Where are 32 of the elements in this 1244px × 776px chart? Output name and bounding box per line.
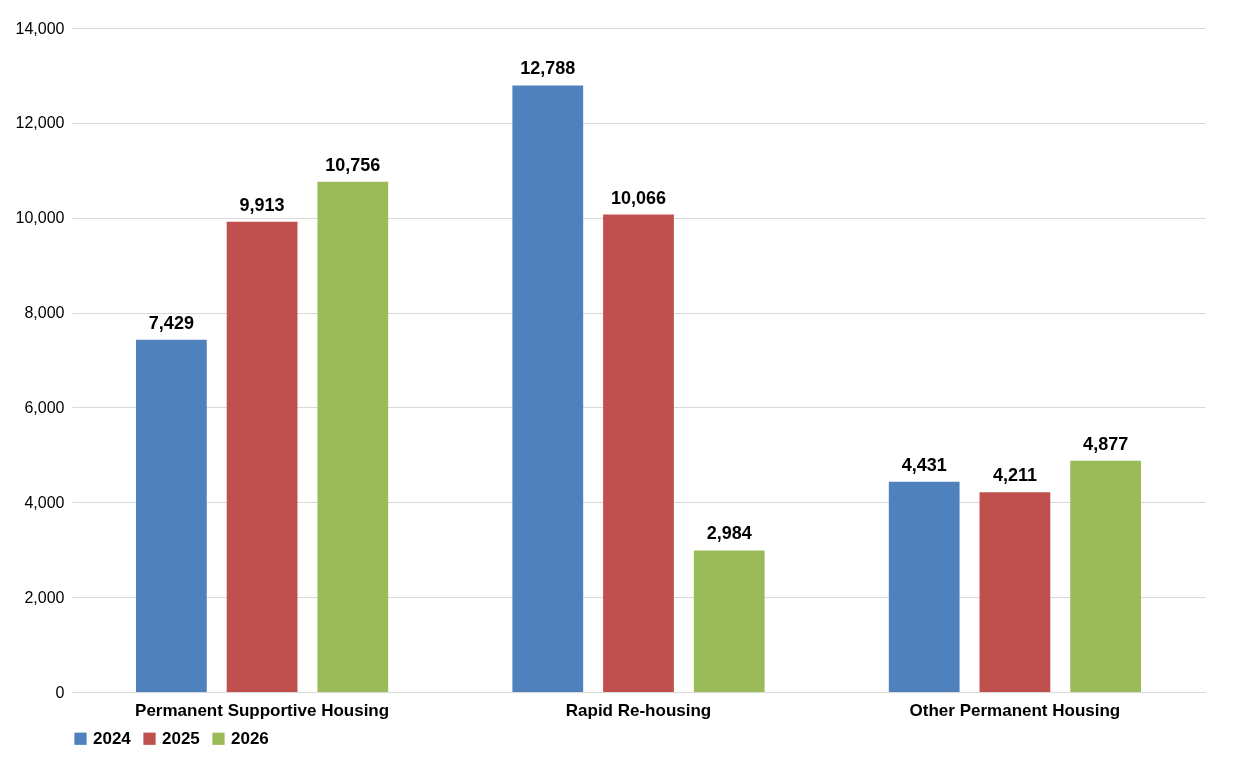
x-tick-label: Rapid Re-housing bbox=[565, 700, 712, 720]
data-label: 4,431 bbox=[901, 454, 947, 475]
data-label: 4,211 bbox=[992, 465, 1037, 486]
bar bbox=[1070, 460, 1142, 692]
data-label: 2,984 bbox=[706, 523, 752, 544]
legend-label: 2025 bbox=[162, 728, 200, 748]
data-label: 9,913 bbox=[239, 194, 285, 215]
y-tick-label: 12,000 bbox=[15, 114, 65, 132]
y-tick-label: 8,000 bbox=[24, 304, 65, 322]
bar bbox=[979, 492, 1051, 692]
bar bbox=[135, 339, 207, 692]
y-tick-label: 4,000 bbox=[24, 493, 65, 511]
data-label: 10,066 bbox=[610, 187, 667, 208]
bar bbox=[603, 214, 674, 692]
bar bbox=[317, 181, 389, 692]
y-tick-label: 0 bbox=[55, 683, 65, 701]
bar bbox=[512, 85, 584, 692]
legend-label: 2026 bbox=[231, 728, 269, 748]
legend-label: 2024 bbox=[93, 728, 132, 748]
y-tick-label: 10,000 bbox=[15, 209, 65, 227]
y-tick-label: 14,000 bbox=[15, 19, 65, 37]
data-label: 12,788 bbox=[520, 58, 576, 79]
data-label: 4,877 bbox=[1083, 433, 1129, 454]
bar bbox=[888, 481, 960, 692]
data-label: 10,756 bbox=[325, 154, 381, 175]
x-tick-label: Other Permanent Housing bbox=[909, 700, 1121, 720]
bar bbox=[226, 221, 298, 692]
bar bbox=[693, 550, 765, 692]
x-tick-label: Permanent Supportive Housing bbox=[135, 700, 390, 720]
y-tick-label: 2,000 bbox=[24, 588, 65, 606]
data-label: 7,429 bbox=[148, 312, 194, 333]
y-tick-label: 6,000 bbox=[24, 398, 65, 416]
